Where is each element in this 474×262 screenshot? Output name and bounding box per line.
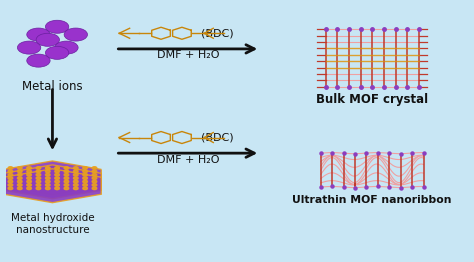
- Circle shape: [36, 180, 41, 183]
- Circle shape: [73, 170, 78, 173]
- Circle shape: [46, 187, 50, 190]
- Circle shape: [92, 187, 97, 190]
- Circle shape: [46, 180, 50, 183]
- Circle shape: [64, 28, 88, 41]
- Circle shape: [27, 177, 31, 179]
- Circle shape: [27, 54, 50, 67]
- Circle shape: [55, 184, 59, 186]
- Circle shape: [46, 46, 69, 59]
- Circle shape: [8, 173, 13, 176]
- Circle shape: [55, 170, 59, 173]
- Circle shape: [55, 173, 59, 176]
- Circle shape: [27, 167, 31, 169]
- Circle shape: [36, 167, 41, 169]
- Circle shape: [8, 184, 13, 186]
- Circle shape: [55, 167, 59, 169]
- Circle shape: [83, 167, 88, 169]
- Text: (BDC): (BDC): [201, 133, 234, 143]
- Circle shape: [27, 184, 31, 186]
- Circle shape: [73, 173, 78, 176]
- Circle shape: [27, 173, 31, 176]
- Polygon shape: [4, 169, 101, 203]
- Circle shape: [55, 41, 78, 54]
- Text: Metal ions: Metal ions: [22, 80, 83, 93]
- Circle shape: [36, 184, 41, 186]
- Circle shape: [64, 187, 69, 190]
- Circle shape: [83, 184, 88, 186]
- Circle shape: [27, 187, 31, 190]
- Circle shape: [8, 167, 13, 169]
- Polygon shape: [4, 161, 101, 195]
- Circle shape: [83, 187, 88, 190]
- Circle shape: [73, 167, 78, 169]
- Circle shape: [8, 187, 13, 190]
- Circle shape: [64, 177, 69, 179]
- Circle shape: [18, 180, 22, 183]
- Circle shape: [27, 170, 31, 173]
- Circle shape: [46, 184, 50, 186]
- Circle shape: [73, 180, 78, 183]
- Circle shape: [55, 187, 59, 190]
- Circle shape: [18, 187, 22, 190]
- Circle shape: [46, 170, 50, 173]
- Circle shape: [46, 173, 50, 176]
- Circle shape: [18, 41, 41, 54]
- Circle shape: [73, 184, 78, 186]
- Circle shape: [8, 180, 13, 183]
- Text: Bulk MOF crystal: Bulk MOF crystal: [316, 93, 428, 106]
- Circle shape: [55, 180, 59, 183]
- Text: Ultrathin MOF nanoribbon: Ultrathin MOF nanoribbon: [292, 195, 452, 205]
- Circle shape: [36, 173, 41, 176]
- Circle shape: [83, 170, 88, 173]
- Circle shape: [36, 33, 59, 46]
- Circle shape: [83, 177, 88, 179]
- Polygon shape: [4, 165, 101, 199]
- Circle shape: [73, 187, 78, 190]
- Text: Metal hydroxide
nanostructure: Metal hydroxide nanostructure: [10, 213, 94, 235]
- Circle shape: [46, 20, 69, 33]
- Circle shape: [36, 187, 41, 190]
- Circle shape: [18, 173, 22, 176]
- Text: DMF + H₂O: DMF + H₂O: [156, 50, 219, 60]
- Circle shape: [83, 173, 88, 176]
- Circle shape: [55, 177, 59, 179]
- Circle shape: [36, 177, 41, 179]
- Circle shape: [92, 173, 97, 176]
- Circle shape: [18, 170, 22, 173]
- Circle shape: [64, 184, 69, 186]
- Circle shape: [92, 170, 97, 173]
- Circle shape: [27, 180, 31, 183]
- Circle shape: [64, 167, 69, 169]
- Circle shape: [18, 177, 22, 179]
- Circle shape: [18, 184, 22, 186]
- Circle shape: [46, 177, 50, 179]
- Circle shape: [27, 28, 50, 41]
- Circle shape: [8, 177, 13, 179]
- Circle shape: [46, 167, 50, 169]
- Circle shape: [36, 170, 41, 173]
- Circle shape: [92, 184, 97, 186]
- Circle shape: [64, 170, 69, 173]
- Circle shape: [64, 173, 69, 176]
- Circle shape: [92, 177, 97, 179]
- Circle shape: [92, 180, 97, 183]
- Circle shape: [64, 180, 69, 183]
- Text: (BDC): (BDC): [201, 28, 234, 38]
- Circle shape: [73, 177, 78, 179]
- Circle shape: [83, 180, 88, 183]
- Circle shape: [92, 167, 97, 169]
- Circle shape: [18, 167, 22, 169]
- Text: DMF + H₂O: DMF + H₂O: [156, 155, 219, 165]
- Circle shape: [8, 170, 13, 173]
